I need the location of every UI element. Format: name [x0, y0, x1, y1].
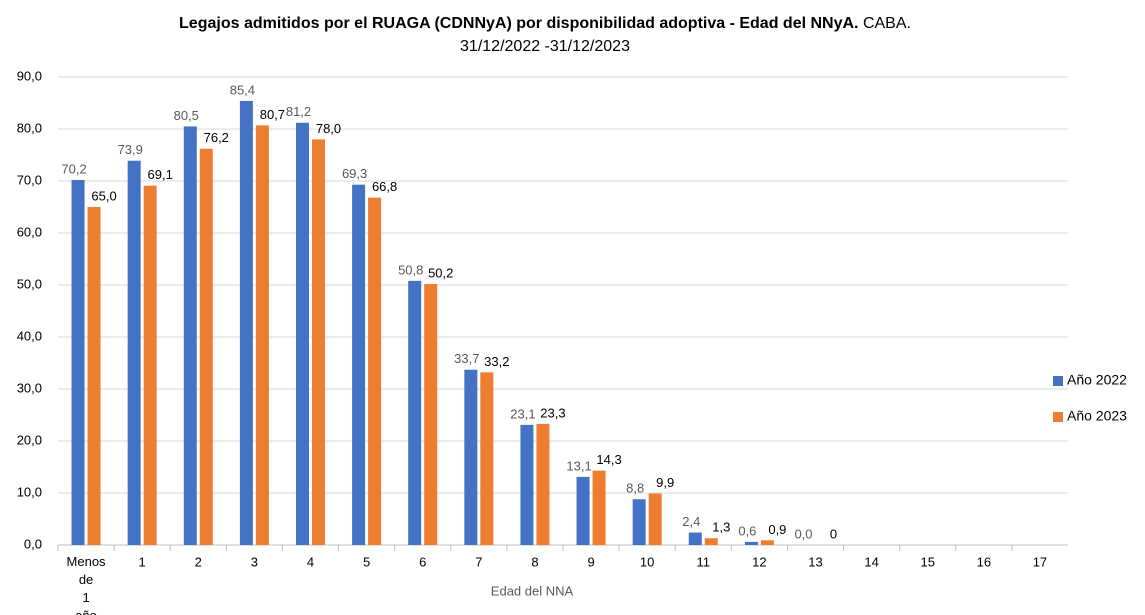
- bar: [183, 126, 197, 546]
- x-tick-label: 7: [475, 554, 482, 569]
- data-label: 23,3: [540, 405, 565, 420]
- y-tick-label: 30,0: [17, 380, 42, 395]
- y-tick-label: 10,0: [17, 484, 42, 499]
- bar: [576, 476, 590, 545]
- bar: [632, 499, 646, 545]
- bar: [464, 369, 478, 545]
- data-label: 85,4: [230, 82, 255, 97]
- y-tick-label: 40,0: [17, 328, 42, 343]
- x-tick-label: 17: [1033, 554, 1047, 569]
- x-tick-label: 13: [808, 554, 822, 569]
- bar: [71, 179, 85, 545]
- bar: [704, 538, 718, 545]
- y-tick-label: 20,0: [17, 432, 42, 447]
- data-label: 65,0: [91, 188, 116, 203]
- data-label: 1,3: [712, 520, 730, 535]
- x-tick-label: 4: [307, 554, 314, 569]
- y-tick-label: 90,0: [17, 68, 42, 83]
- bar: [239, 100, 253, 546]
- data-label: 70,2: [61, 161, 86, 176]
- bar: [143, 185, 157, 545]
- bar: [424, 283, 438, 545]
- y-tick-label: 60,0: [17, 224, 42, 239]
- data-label: 69,1: [148, 167, 173, 182]
- x-tick-label: Menosde1año: [67, 554, 107, 615]
- data-label: 69,3: [342, 166, 367, 181]
- bar: [744, 541, 758, 545]
- data-label: 66,8: [372, 179, 397, 194]
- chart-subtitle: 31/12/2022 -31/12/2023: [460, 38, 630, 55]
- x-tick-label: 16: [977, 554, 991, 569]
- data-label: 33,7: [454, 351, 479, 366]
- chart-title: Legajos admitidos por el RUAGA (CDNNyA) …: [179, 15, 911, 32]
- legend-swatch: [1053, 376, 1063, 386]
- data-label: 0: [830, 526, 837, 541]
- x-tick-label: 11: [697, 554, 711, 569]
- x-tick-label: 3: [251, 554, 258, 569]
- data-label: 80,7: [260, 107, 285, 122]
- data-label: 0,9: [768, 522, 786, 537]
- data-label: 0,6: [738, 523, 756, 538]
- y-tick-label: 80,0: [17, 120, 42, 135]
- x-tick-label: 6: [419, 554, 426, 569]
- bar: [408, 280, 422, 545]
- data-label: 33,2: [484, 354, 509, 369]
- bar: [368, 197, 382, 545]
- bar: [255, 125, 269, 546]
- data-label: 50,8: [398, 262, 423, 277]
- bar: [688, 532, 702, 545]
- data-label: 8,8: [626, 481, 644, 496]
- bar: [760, 540, 774, 545]
- bar: [480, 372, 494, 545]
- data-label: 23,1: [510, 406, 535, 421]
- bar: [127, 160, 141, 545]
- x-axis-label: Edad del NNA: [491, 583, 574, 598]
- bar: [312, 139, 325, 545]
- x-tick-label: 9: [587, 554, 594, 569]
- data-label: 50,2: [428, 265, 453, 280]
- x-tick-label: 15: [920, 554, 934, 569]
- data-label: 9,9: [656, 475, 674, 490]
- y-tick-label: 70,0: [17, 172, 42, 187]
- x-tick-label: 2: [195, 554, 202, 569]
- title-place: CABA.: [863, 15, 911, 32]
- bar: [648, 493, 662, 545]
- data-label: 76,2: [204, 130, 229, 145]
- bar: [352, 184, 366, 545]
- bar: [536, 423, 550, 545]
- y-tick-label: 0,0: [24, 536, 42, 551]
- bar: [199, 148, 213, 545]
- x-tick-label: 12: [752, 554, 766, 569]
- bar: [87, 207, 101, 545]
- x-tick-label: 1: [139, 554, 146, 569]
- data-label: 80,5: [174, 108, 199, 123]
- x-tick-label: 5: [363, 554, 370, 569]
- data-label: 81,2: [286, 104, 311, 119]
- data-label: 2,4: [682, 514, 700, 529]
- legend-swatch: [1053, 412, 1063, 422]
- x-tick-label: 10: [640, 554, 654, 569]
- title-main: Legajos admitidos por el RUAGA (CDNNyA) …: [179, 15, 858, 32]
- legend-label: Año 2023: [1067, 408, 1127, 424]
- bar: [296, 122, 309, 545]
- legend-label: Año 2022: [1067, 372, 1127, 388]
- data-label: 14,3: [596, 452, 621, 467]
- data-label: 78,0: [316, 121, 341, 136]
- x-tick-label: 14: [864, 554, 878, 569]
- bar: [520, 424, 534, 545]
- data-label: 13,1: [566, 458, 591, 473]
- data-label: 0,0: [794, 526, 812, 541]
- x-tick-label: 8: [531, 554, 538, 569]
- bar: [592, 470, 606, 545]
- y-tick-label: 50,0: [17, 276, 42, 291]
- data-label: 73,9: [118, 142, 143, 157]
